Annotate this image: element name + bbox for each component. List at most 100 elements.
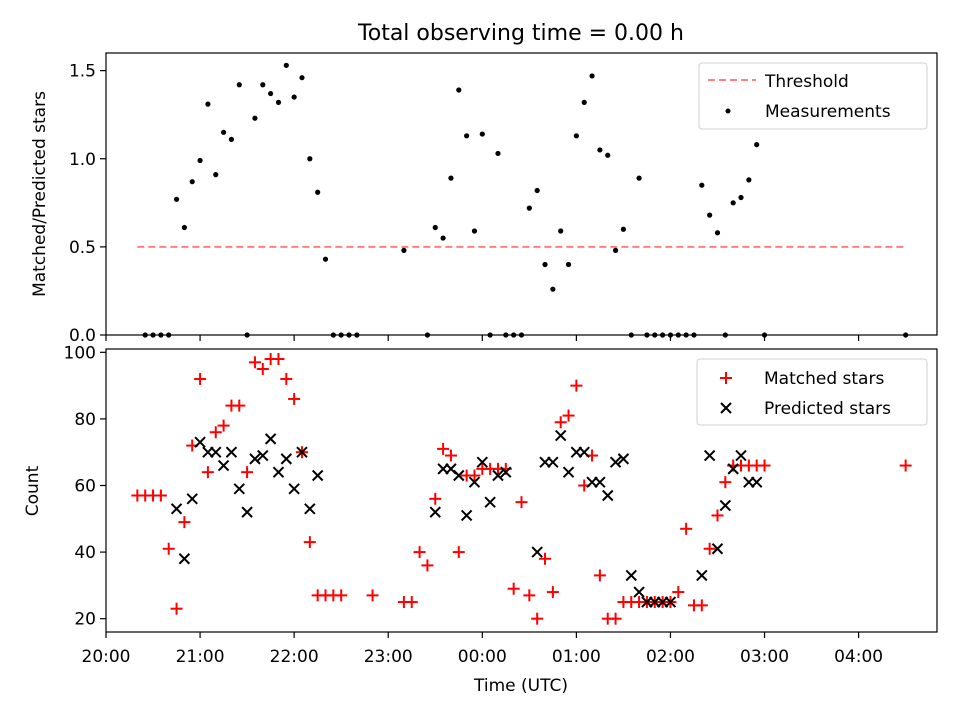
measurement-point (401, 247, 407, 253)
predicted-star-point (468, 476, 481, 488)
top-legend: Threshold Measurements (698, 62, 928, 130)
predicted-x-b (280, 453, 293, 465)
predicted-x-b (750, 476, 763, 488)
bottom-y-tick-label: 40 (74, 543, 96, 563)
predicted-star-point (594, 476, 606, 488)
measurement-point (511, 332, 517, 338)
predicted-x-b (178, 553, 191, 565)
predicted-x-b (264, 433, 277, 445)
predicted-x-b (304, 503, 316, 515)
predicted-x-b (429, 506, 441, 518)
bottom-plot-area (105, 348, 938, 633)
predicted-x-b (547, 456, 559, 468)
predicted-star-point (257, 449, 269, 462)
matched-star-point (429, 492, 442, 505)
matched-star-point (758, 459, 771, 472)
measurement-point (605, 152, 611, 158)
measurement-point (581, 99, 587, 105)
x-tick-label: 02:00 (646, 647, 695, 667)
measurement-point (322, 256, 329, 262)
matched-star-point (546, 586, 559, 599)
measurement-point (424, 332, 431, 338)
x-axis-label: Time (UTC) (473, 676, 568, 696)
predicted-x-b (727, 463, 739, 475)
measurement-point (707, 212, 713, 218)
predicted-star-point (429, 506, 441, 518)
measurement-point (612, 247, 619, 253)
bottom-y-tick-label: 60 (74, 477, 96, 497)
predicted-star-point (170, 503, 183, 515)
measurement-point (636, 175, 642, 181)
matched-star-point (444, 449, 457, 462)
predicted-star-point (249, 453, 261, 465)
predicted-x-b (703, 449, 716, 462)
matched-star-point (672, 586, 685, 599)
measurement-point (503, 332, 509, 338)
matched-star-point (507, 582, 520, 595)
predicted-x-b (554, 429, 567, 442)
measurement-point (205, 101, 211, 107)
matched-star-point (719, 476, 732, 489)
matched-star-point (413, 546, 426, 559)
predicted-star-point (476, 456, 489, 468)
bottom-legend: Matched stars Predicted stars (696, 358, 928, 426)
measurement-point (307, 156, 313, 162)
measurement-point (487, 332, 493, 338)
predicted-x-b (609, 456, 622, 468)
predicted-star-point (633, 586, 645, 598)
matched-star-point (233, 399, 246, 412)
predicted-x-b (711, 543, 724, 555)
measurement-point (268, 90, 274, 97)
measurement-point (456, 87, 462, 93)
measurement-point (299, 75, 305, 81)
measurement-point (667, 332, 674, 338)
predicted-x-b (476, 456, 489, 468)
predicted-x-b (594, 476, 606, 488)
measurement-point (675, 332, 681, 338)
predicted-star-point (304, 503, 316, 515)
measurement-point (534, 187, 540, 194)
x-tick-label: 22:00 (270, 647, 319, 667)
bottom-axis-ticks: 20 40 60 80 100 20:00 21:00 22:00 23:00 00:00 01:0… (64, 343, 884, 667)
matched-star-point (609, 612, 622, 625)
x-tick-label: 00:00 (458, 647, 507, 667)
x-tick-label: 20:00 (82, 647, 131, 667)
measurement-point (291, 94, 297, 100)
matched-star-point (201, 466, 214, 479)
matched-star-point (162, 542, 175, 555)
measurement-point (330, 332, 336, 338)
measurement-point (565, 261, 572, 268)
matched-star-point (562, 409, 575, 422)
measurement-point (181, 224, 187, 231)
predicted-x-b (696, 569, 708, 582)
measurement-point (479, 131, 485, 137)
matched-star-point (452, 546, 465, 559)
matched-star-point (366, 589, 379, 602)
measurement-point (903, 332, 909, 338)
measurement-point (699, 182, 705, 188)
predicted-star-point (210, 446, 222, 458)
legend-threshold-label: Threshold (764, 72, 849, 92)
legend-matched-label: Matched stars (764, 369, 884, 389)
measurement-point (189, 179, 195, 185)
matched-star-point (288, 392, 301, 405)
measurement-point (471, 228, 478, 234)
predicted-star-point (500, 466, 512, 478)
measurement-point (464, 133, 470, 139)
matched-star-point (695, 599, 708, 612)
measurement-point (142, 332, 148, 338)
matched-star-point (539, 552, 552, 565)
predicted-star-point (609, 456, 622, 468)
measurement-point (448, 175, 454, 181)
predicted-star-point (492, 469, 504, 482)
matched-star-point (570, 379, 583, 392)
measurement-point (644, 332, 650, 338)
matched-star-point (209, 426, 222, 439)
measurement-point (620, 226, 627, 232)
chart-title: Total observing time = 0.00 h (357, 21, 684, 46)
measurement-point (691, 332, 697, 338)
predicted-star-point (719, 499, 732, 512)
matched-star-point (899, 459, 912, 472)
predicted-x-b (492, 469, 504, 482)
